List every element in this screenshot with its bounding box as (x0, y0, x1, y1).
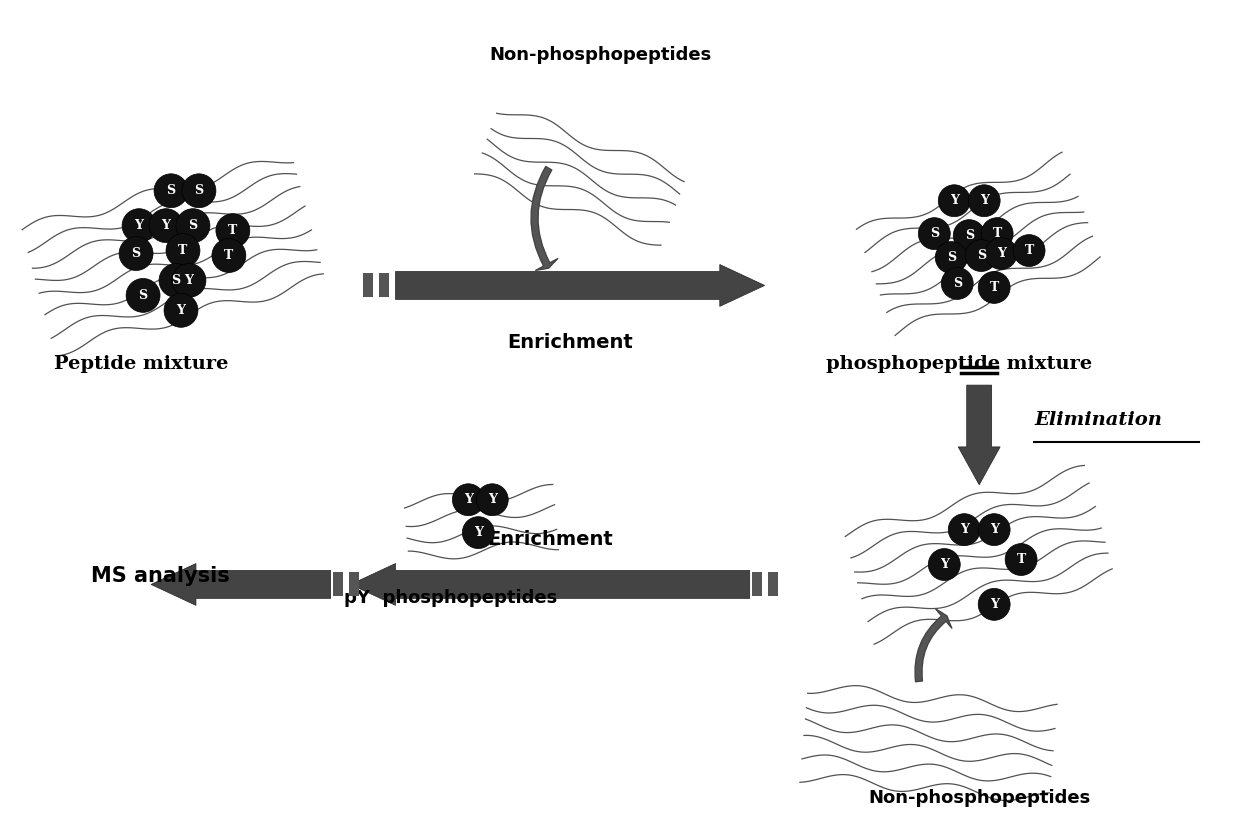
Text: Y: Y (940, 558, 949, 571)
FancyBboxPatch shape (348, 573, 358, 596)
Circle shape (935, 241, 967, 274)
Text: T: T (1017, 553, 1025, 566)
FancyBboxPatch shape (768, 573, 777, 596)
Circle shape (453, 483, 485, 516)
Text: S: S (131, 247, 140, 260)
FancyArrow shape (396, 265, 765, 306)
Text: Y: Y (990, 523, 998, 536)
Circle shape (216, 214, 249, 247)
Text: Y: Y (997, 247, 1006, 260)
Text: MS analysis: MS analysis (92, 566, 229, 586)
Circle shape (978, 271, 1011, 303)
Text: Y: Y (487, 493, 497, 506)
Text: Non-phosphopeptides: Non-phosphopeptides (868, 789, 1090, 807)
Circle shape (981, 218, 1013, 250)
Text: Y: Y (135, 219, 144, 232)
Text: S: S (946, 251, 956, 264)
Text: Y: Y (185, 274, 193, 287)
Text: Y: Y (474, 526, 482, 539)
Text: Y: Y (161, 219, 171, 232)
Text: S: S (166, 185, 176, 197)
Text: S: S (171, 274, 181, 287)
Circle shape (149, 209, 184, 243)
Text: S: S (195, 185, 203, 197)
Circle shape (159, 264, 193, 297)
Circle shape (929, 549, 960, 580)
Circle shape (119, 236, 153, 271)
FancyArrow shape (351, 564, 750, 605)
FancyArrow shape (151, 564, 331, 605)
Text: S: S (952, 277, 962, 290)
FancyBboxPatch shape (378, 274, 388, 297)
Text: Non-phosphopeptides: Non-phosphopeptides (489, 46, 712, 64)
Circle shape (476, 483, 508, 516)
Text: T: T (224, 249, 233, 262)
Text: T: T (1024, 244, 1034, 257)
Circle shape (154, 174, 188, 208)
Text: Enrichment: Enrichment (487, 529, 613, 549)
Text: Y: Y (990, 598, 998, 611)
Text: Y: Y (950, 195, 959, 207)
Text: phosphopeptide mixture: phosphopeptide mixture (826, 355, 1092, 373)
Circle shape (968, 185, 1001, 216)
Circle shape (1013, 235, 1045, 266)
Circle shape (949, 514, 980, 545)
Text: T: T (179, 244, 187, 257)
Circle shape (919, 218, 950, 250)
Circle shape (166, 234, 200, 267)
Circle shape (463, 517, 495, 549)
Text: T: T (992, 227, 1002, 240)
Circle shape (182, 174, 216, 208)
Text: T: T (228, 224, 238, 237)
Circle shape (176, 209, 210, 243)
Circle shape (978, 514, 1011, 545)
Circle shape (212, 239, 246, 272)
Text: Y: Y (464, 493, 472, 506)
Circle shape (122, 209, 156, 243)
Text: S: S (965, 229, 973, 242)
Circle shape (164, 293, 198, 327)
FancyBboxPatch shape (332, 573, 342, 596)
Text: Peptide mixture: Peptide mixture (53, 355, 228, 373)
Circle shape (986, 238, 1017, 270)
Text: Elimination: Elimination (1034, 411, 1162, 429)
Circle shape (965, 240, 997, 271)
Text: Y: Y (960, 523, 968, 536)
Text: T: T (990, 281, 998, 294)
FancyBboxPatch shape (751, 573, 761, 596)
Circle shape (954, 220, 986, 251)
Circle shape (172, 264, 206, 297)
FancyBboxPatch shape (362, 274, 372, 297)
Text: S: S (977, 249, 986, 262)
Text: S: S (930, 227, 939, 240)
Text: Enrichment: Enrichment (507, 333, 632, 352)
Text: Y: Y (980, 195, 988, 207)
Circle shape (126, 278, 160, 312)
Circle shape (978, 589, 1011, 620)
Circle shape (1006, 544, 1037, 575)
Circle shape (941, 267, 973, 300)
Text: pY  phosphopeptides: pY phosphopeptides (343, 590, 557, 607)
Text: S: S (188, 219, 197, 232)
Circle shape (939, 185, 970, 216)
Text: Y: Y (176, 304, 186, 316)
FancyArrow shape (959, 385, 1001, 485)
Text: S: S (139, 289, 148, 302)
